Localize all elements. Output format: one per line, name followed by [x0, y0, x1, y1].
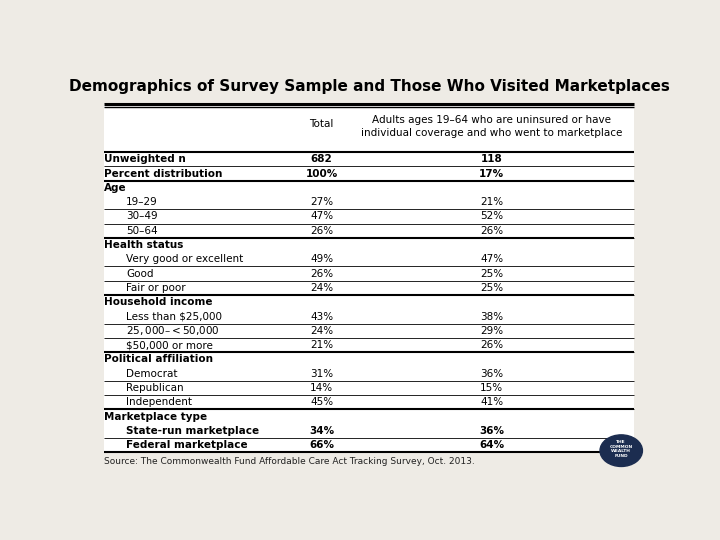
Text: 26%: 26%: [480, 340, 503, 350]
Text: 36%: 36%: [480, 369, 503, 379]
Text: 26%: 26%: [310, 268, 333, 279]
Text: 52%: 52%: [480, 212, 503, 221]
Text: Adults ages 19–64 who are uninsured or have
individual coverage and who went to : Adults ages 19–64 who are uninsured or h…: [361, 114, 623, 138]
Text: 30–49: 30–49: [126, 212, 158, 221]
Text: Republican: Republican: [126, 383, 184, 393]
Text: 45%: 45%: [310, 397, 333, 407]
Text: 100%: 100%: [305, 168, 338, 179]
Text: 36%: 36%: [480, 426, 504, 436]
Text: THE
COMMON
WEALTH
FUND: THE COMMON WEALTH FUND: [610, 440, 633, 458]
Text: 15%: 15%: [480, 383, 503, 393]
Text: 26%: 26%: [310, 226, 333, 236]
Text: 17%: 17%: [480, 168, 504, 179]
Text: $25,000 –<$50,000: $25,000 –<$50,000: [126, 325, 220, 338]
Text: Marketplace type: Marketplace type: [104, 411, 207, 422]
Text: Demographics of Survey Sample and Those Who Visited Marketplaces: Demographics of Survey Sample and Those …: [68, 79, 670, 94]
Text: 21%: 21%: [310, 340, 333, 350]
Text: 43%: 43%: [310, 312, 333, 321]
Text: 24%: 24%: [310, 283, 333, 293]
FancyBboxPatch shape: [104, 104, 634, 453]
Text: Fair or poor: Fair or poor: [126, 283, 186, 293]
Text: Health status: Health status: [104, 240, 184, 250]
Text: Unweighted n: Unweighted n: [104, 154, 186, 164]
Text: 118: 118: [481, 154, 503, 164]
Text: State-run marketplace: State-run marketplace: [126, 426, 259, 436]
Text: Democrat: Democrat: [126, 369, 178, 379]
Text: Source: The Commonwealth Fund Affordable Care Act Tracking Survey, Oct. 2013.: Source: The Commonwealth Fund Affordable…: [104, 457, 474, 467]
Text: 682: 682: [311, 154, 333, 164]
Circle shape: [600, 435, 642, 467]
Text: Federal marketplace: Federal marketplace: [126, 440, 248, 450]
Text: Age: Age: [104, 183, 127, 193]
Text: 29%: 29%: [480, 326, 503, 336]
Text: 49%: 49%: [310, 254, 333, 265]
Text: $50,000 or more: $50,000 or more: [126, 340, 213, 350]
Text: 21%: 21%: [480, 197, 503, 207]
Text: Less than $25,000: Less than $25,000: [126, 312, 222, 321]
Text: 31%: 31%: [310, 369, 333, 379]
Text: 50–64: 50–64: [126, 226, 158, 236]
Text: 41%: 41%: [480, 397, 503, 407]
Text: 14%: 14%: [310, 383, 333, 393]
Text: 38%: 38%: [480, 312, 503, 321]
Text: Household income: Household income: [104, 297, 212, 307]
Text: 47%: 47%: [480, 254, 503, 265]
Text: Independent: Independent: [126, 397, 192, 407]
Text: 47%: 47%: [310, 212, 333, 221]
Text: Very good or excellent: Very good or excellent: [126, 254, 243, 265]
Text: Percent distribution: Percent distribution: [104, 168, 222, 179]
Text: 64%: 64%: [480, 440, 504, 450]
Text: 25%: 25%: [480, 283, 503, 293]
Text: Total: Total: [310, 119, 334, 129]
Text: 26%: 26%: [480, 226, 503, 236]
Text: Political affiliation: Political affiliation: [104, 354, 213, 364]
Text: 34%: 34%: [309, 426, 334, 436]
Text: Good: Good: [126, 268, 154, 279]
Text: 25%: 25%: [480, 268, 503, 279]
Text: 19–29: 19–29: [126, 197, 158, 207]
Text: 66%: 66%: [309, 440, 334, 450]
Text: 27%: 27%: [310, 197, 333, 207]
Text: 24%: 24%: [310, 326, 333, 336]
